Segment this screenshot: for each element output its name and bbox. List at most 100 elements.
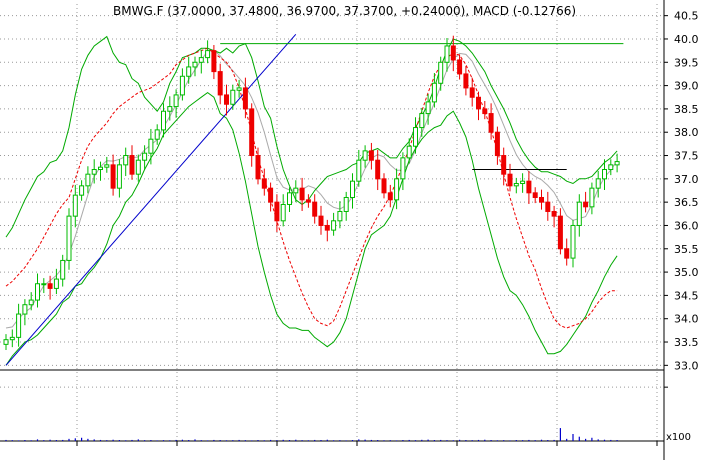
candle-body	[444, 45, 450, 63]
candle-body	[482, 108, 488, 115]
candle-body	[35, 283, 40, 301]
candle-body	[564, 248, 570, 259]
candle-body	[41, 283, 47, 286]
candle-body	[595, 178, 601, 189]
candle-body	[274, 201, 280, 222]
candle-body	[28, 299, 34, 306]
candle-body	[375, 159, 381, 180]
candle-body	[450, 45, 456, 61]
candle-body	[513, 183, 519, 187]
candle-body	[305, 199, 311, 203]
candle-body	[362, 150, 368, 161]
candle-body	[507, 173, 513, 187]
trendline	[5, 33, 297, 366]
candle-body	[413, 127, 418, 147]
candle-body	[47, 283, 53, 289]
candle-body	[205, 50, 211, 59]
candle-body	[179, 75, 185, 96]
bollinger-lower-line	[5, 91, 618, 366]
candle-body	[368, 150, 374, 161]
price-layer	[3, 33, 624, 366]
candle-body	[79, 185, 85, 196]
price-tick-label: 37.0	[674, 173, 699, 186]
candle-body	[236, 87, 242, 91]
price-tick-label: 40.5	[674, 10, 699, 23]
candle-body	[608, 164, 614, 171]
candle-body	[350, 180, 355, 198]
candle-body	[268, 187, 274, 203]
candle-body	[431, 82, 437, 103]
candle-body	[614, 161, 620, 166]
candle-body	[602, 169, 607, 180]
candle-body	[173, 94, 179, 108]
axis-layer: 33.0 33.5 34.0 34.5 35.0 35.5 36.0 36.5 37.0 37.5…	[76, 10, 699, 446]
candle-body	[60, 259, 66, 280]
candle-body	[161, 110, 166, 131]
candle-body	[217, 71, 223, 96]
candle-body	[98, 166, 103, 171]
candle-body	[539, 196, 544, 203]
volume-multiplier-label: x100	[666, 432, 691, 443]
candle-body	[520, 180, 526, 185]
candle-body	[400, 157, 406, 180]
candle-body	[85, 173, 91, 187]
candle-body	[551, 210, 557, 217]
candle-body	[312, 201, 318, 217]
panel-frame	[0, 0, 665, 460]
candle-body	[135, 159, 141, 175]
price-tick-label: 37.5	[674, 150, 699, 163]
price-tick-label: 34.0	[674, 313, 699, 326]
candle-body	[242, 87, 248, 110]
candle-body	[501, 155, 507, 175]
candle-body	[22, 304, 28, 315]
candle-body	[324, 224, 330, 231]
candle-body	[318, 215, 324, 226]
candle-body	[343, 196, 349, 212]
candle-body	[224, 94, 229, 105]
candle-body	[419, 113, 425, 129]
candle-body	[280, 203, 286, 222]
price-tick-label: 36.0	[674, 219, 699, 232]
candle-body	[526, 180, 532, 194]
chart-title: BMWG.F (37.0000, 37.4800, 36.9700, 37.37…	[113, 4, 576, 18]
price-tick-label: 36.5	[674, 196, 699, 209]
candle-body	[463, 73, 469, 89]
candle-body	[494, 131, 500, 157]
candle-body	[129, 155, 135, 175]
candle-body	[381, 178, 387, 194]
candle-body	[331, 220, 337, 231]
grid-layer	[0, 4, 664, 441]
candle-body	[469, 87, 475, 98]
candle-body	[576, 201, 582, 226]
candle-body	[186, 66, 192, 77]
candle-body	[589, 187, 595, 208]
moving-average-line	[5, 47, 618, 329]
candle-body	[249, 108, 255, 157]
candle-body	[394, 178, 400, 201]
candle-body	[3, 339, 9, 345]
candle-body	[261, 178, 267, 189]
bollinger-upper-line	[5, 35, 618, 238]
price-tick-label: 33.0	[674, 359, 699, 372]
candle-body	[457, 59, 463, 75]
candle-body	[476, 96, 481, 110]
candle-body	[53, 278, 59, 289]
candle-body	[142, 152, 148, 161]
price-tick-label: 35.5	[674, 243, 699, 256]
candle-body	[438, 61, 444, 84]
short-sma-line	[5, 49, 618, 329]
candle-body	[532, 192, 538, 198]
candle-body	[299, 187, 305, 201]
price-tick-label: 35.0	[674, 266, 699, 279]
candle-body	[387, 192, 393, 201]
candle-body	[192, 61, 198, 68]
candle-body	[110, 164, 116, 189]
candle-body	[583, 201, 589, 208]
candle-body	[425, 101, 431, 115]
candle-body	[154, 129, 160, 140]
price-tick-label: 34.5	[674, 289, 699, 302]
candle-body	[72, 194, 78, 217]
candle-body	[356, 159, 362, 182]
